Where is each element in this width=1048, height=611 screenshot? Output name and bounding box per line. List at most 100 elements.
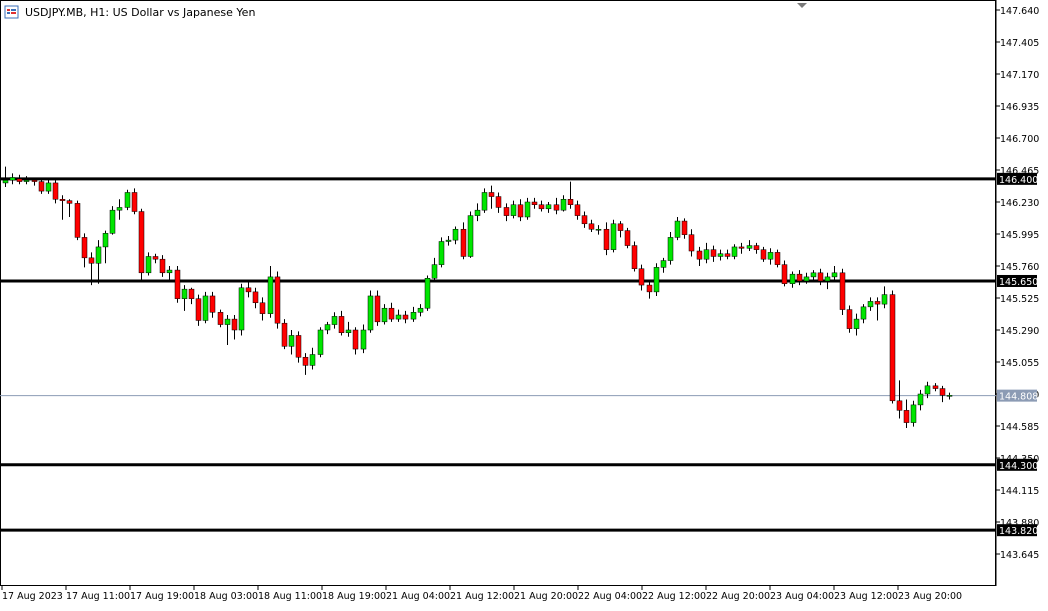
candle[interactable] <box>224 315 231 345</box>
candle[interactable] <box>231 315 238 340</box>
candle[interactable] <box>603 222 610 256</box>
candle[interactable] <box>824 272 831 290</box>
candle[interactable] <box>781 260 788 287</box>
candle[interactable] <box>345 321 352 337</box>
candle[interactable] <box>9 173 16 185</box>
candle[interactable] <box>946 392 953 400</box>
candle[interactable] <box>710 245 717 262</box>
candle[interactable] <box>152 253 159 264</box>
candle[interactable] <box>252 287 259 309</box>
plot-area[interactable] <box>0 0 996 586</box>
candle[interactable] <box>188 287 195 305</box>
candle[interactable] <box>831 266 838 283</box>
candle[interactable] <box>896 380 903 419</box>
candle[interactable] <box>367 290 374 333</box>
candle[interactable] <box>631 241 638 272</box>
candle[interactable] <box>217 309 224 328</box>
candle[interactable] <box>874 297 881 321</box>
candle[interactable] <box>352 327 359 355</box>
candle[interactable] <box>767 248 774 265</box>
candle[interactable] <box>267 266 274 318</box>
candle[interactable] <box>431 257 438 283</box>
candles[interactable] <box>2 166 953 429</box>
candle[interactable] <box>789 271 796 288</box>
candle[interactable] <box>410 306 417 322</box>
candle[interactable] <box>209 291 216 318</box>
candle[interactable] <box>109 206 116 235</box>
candle[interactable] <box>545 202 552 213</box>
candle[interactable] <box>181 285 188 311</box>
candle[interactable] <box>131 188 138 215</box>
candle[interactable] <box>88 252 95 286</box>
candle[interactable] <box>438 237 445 268</box>
candle[interactable] <box>796 270 803 286</box>
candle[interactable] <box>667 231 674 265</box>
candle[interactable] <box>696 246 703 266</box>
candle[interactable] <box>467 211 474 258</box>
candle[interactable] <box>259 297 266 321</box>
candle[interactable] <box>452 226 459 245</box>
candle[interactable] <box>274 271 281 329</box>
candle[interactable] <box>159 255 166 277</box>
candle[interactable] <box>116 199 123 220</box>
candle[interactable] <box>688 229 695 257</box>
candle[interactable] <box>638 264 645 291</box>
candle[interactable] <box>746 240 753 252</box>
candle[interactable] <box>538 200 545 212</box>
candle[interactable] <box>166 266 173 281</box>
chart-shift-marker-icon[interactable] <box>797 3 807 8</box>
candle[interactable] <box>474 203 481 222</box>
candle[interactable] <box>95 240 102 284</box>
candle[interactable] <box>881 286 888 309</box>
candle[interactable] <box>338 310 345 336</box>
candle[interactable] <box>402 310 409 324</box>
candle[interactable] <box>124 189 131 211</box>
candle[interactable] <box>102 230 109 264</box>
candle[interactable] <box>753 242 760 254</box>
candle[interactable] <box>388 302 395 322</box>
candle[interactable] <box>324 321 331 335</box>
candle[interactable] <box>717 249 724 261</box>
candle[interactable] <box>610 219 617 253</box>
candle[interactable] <box>202 291 209 324</box>
candle[interactable] <box>846 305 853 333</box>
candle[interactable] <box>810 270 817 281</box>
candle[interactable] <box>624 227 631 249</box>
candle[interactable] <box>860 304 867 324</box>
candle[interactable] <box>281 319 288 350</box>
candle[interactable] <box>74 200 81 241</box>
candle[interactable] <box>295 331 302 363</box>
candle[interactable] <box>81 233 88 268</box>
candle[interactable] <box>52 180 59 204</box>
candle[interactable] <box>66 199 73 217</box>
candle[interactable] <box>510 200 517 219</box>
candle[interactable] <box>731 244 738 260</box>
candle[interactable] <box>760 246 767 262</box>
candle[interactable] <box>503 203 510 222</box>
candle[interactable] <box>374 290 381 326</box>
candle[interactable] <box>524 197 531 220</box>
candle[interactable] <box>924 381 931 399</box>
candle[interactable] <box>531 197 538 209</box>
candle[interactable] <box>417 304 424 317</box>
candle[interactable] <box>317 327 324 358</box>
candle[interactable] <box>495 192 502 213</box>
candle[interactable] <box>803 272 810 284</box>
candle[interactable] <box>23 176 30 185</box>
candle[interactable] <box>853 313 860 336</box>
candle[interactable] <box>460 222 467 260</box>
candle[interactable] <box>724 249 731 260</box>
candle[interactable] <box>581 211 588 228</box>
candle[interactable] <box>674 216 681 241</box>
candle[interactable] <box>932 383 939 392</box>
candle[interactable] <box>31 177 38 186</box>
candle[interactable] <box>488 185 495 209</box>
candle[interactable] <box>574 200 581 220</box>
candle[interactable] <box>910 400 917 427</box>
candle[interactable] <box>774 249 781 268</box>
candle[interactable] <box>567 181 574 209</box>
candle[interactable] <box>889 290 896 404</box>
candle[interactable] <box>517 199 524 222</box>
